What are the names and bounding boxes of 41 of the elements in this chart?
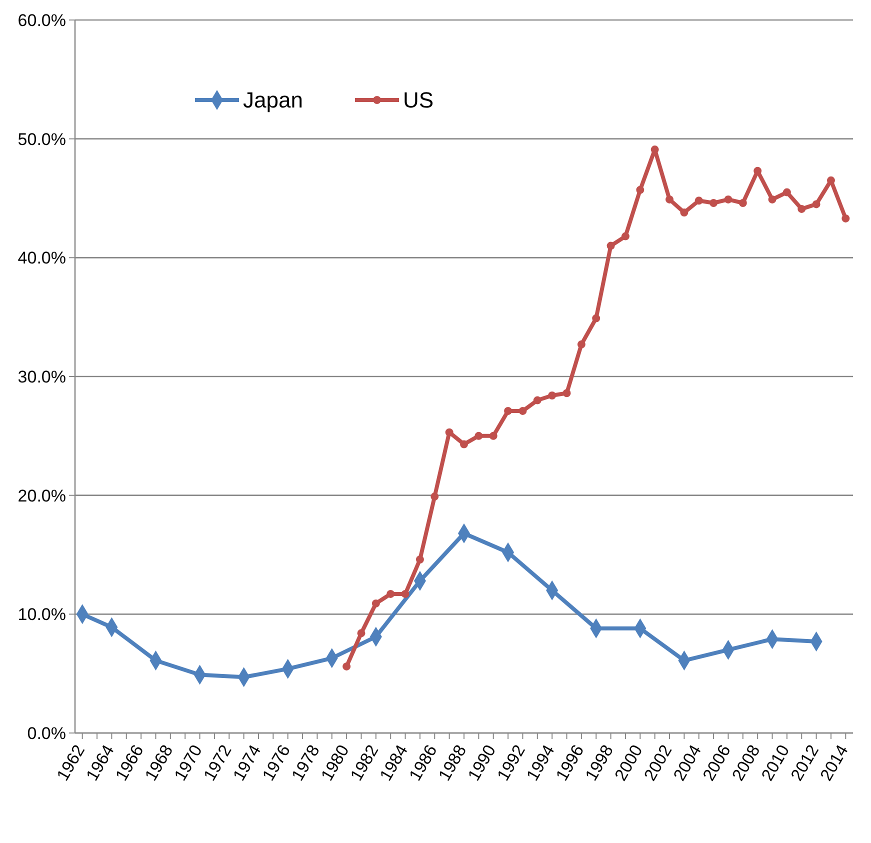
- y-tick-label: 60.0%: [18, 10, 66, 30]
- point: [812, 200, 820, 208]
- y-tick-label: 10.0%: [18, 605, 66, 624]
- point: [518, 406, 527, 415]
- point: [548, 392, 556, 400]
- point: [768, 195, 776, 204]
- y-tick-label: 30.0%: [18, 367, 66, 386]
- y-tick-label: 20.0%: [18, 486, 66, 506]
- point: [460, 440, 468, 448]
- point: [592, 314, 600, 322]
- y-tick-label: 50.0%: [18, 130, 66, 149]
- point: [724, 195, 732, 204]
- point: [782, 188, 791, 196]
- legend-label: US: [403, 88, 434, 113]
- point: [842, 214, 850, 222]
- point: [621, 232, 630, 240]
- legend-label: Japan: [243, 88, 303, 113]
- point: [386, 590, 395, 598]
- point: [504, 406, 512, 415]
- point: [445, 428, 454, 436]
- point: [342, 662, 351, 670]
- point: [738, 199, 747, 208]
- point: [666, 195, 674, 204]
- point: [489, 432, 498, 440]
- point: [636, 186, 644, 194]
- point: [694, 196, 703, 205]
- point: [416, 556, 424, 564]
- point: [474, 432, 483, 440]
- point: [533, 396, 542, 404]
- y-tick-label: 40.0%: [18, 248, 66, 268]
- point: [606, 242, 615, 250]
- point: [798, 204, 806, 213]
- point: [357, 629, 366, 638]
- point: [577, 340, 586, 348]
- y-tick-label: 0.0%: [27, 724, 66, 743]
- point: [430, 492, 439, 501]
- point: [680, 208, 688, 217]
- point: [401, 590, 410, 598]
- point: [372, 599, 380, 608]
- point: [562, 389, 571, 398]
- point: [710, 199, 718, 208]
